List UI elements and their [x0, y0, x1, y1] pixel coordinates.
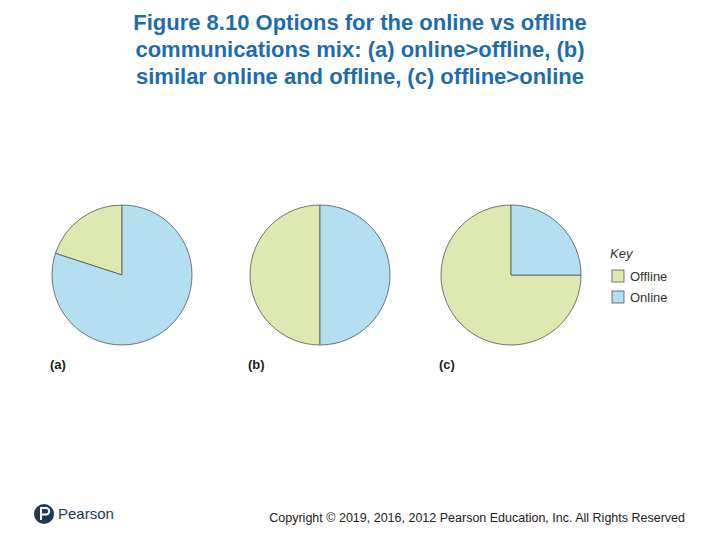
slices [441, 205, 581, 345]
chart-label: (a) [50, 357, 66, 372]
pie-slice [250, 205, 320, 345]
legend-label: Online [630, 290, 668, 305]
chart-label: (c) [439, 357, 455, 372]
footer: Pearson Copyright © 2019, 2016, 2012 Pear… [34, 504, 685, 525]
pie-slice [320, 205, 390, 345]
copyright: Copyright © 2019, 2016, 2012 Pearson Edu… [269, 511, 685, 525]
figure: Figure 8.10 Options for the online vs of… [0, 0, 720, 540]
legend-swatch [612, 291, 624, 303]
logo-text: Pearson [58, 505, 114, 522]
slices [52, 205, 192, 345]
title: Figure 8.10 Options for the online vs of… [133, 10, 587, 89]
slices [250, 205, 390, 345]
logo-icon [34, 504, 54, 524]
pie-slice [511, 205, 581, 275]
chart-canvas: Figure 8.10 Options for the online vs of… [0, 0, 720, 540]
pie-chart: (b) [248, 205, 390, 372]
chart-label: (b) [248, 357, 265, 372]
legend-title: Key [610, 246, 634, 261]
pie-chart: (a) [50, 205, 192, 372]
pie-slice [52, 205, 192, 345]
logo-glyph [41, 508, 49, 520]
title-line: communications mix: (a) online>offline, … [135, 37, 584, 62]
background [0, 0, 720, 540]
legend: Key Offline Online [610, 246, 668, 305]
title-line: similar online and offline, (c) offline>… [136, 64, 584, 89]
pie-chart: (c) [439, 205, 581, 372]
legend-label: Offline [630, 269, 667, 284]
legend-swatch [612, 270, 624, 282]
title-line: Figure 8.10 Options for the online vs of… [133, 10, 587, 35]
pie-slice [441, 205, 581, 345]
